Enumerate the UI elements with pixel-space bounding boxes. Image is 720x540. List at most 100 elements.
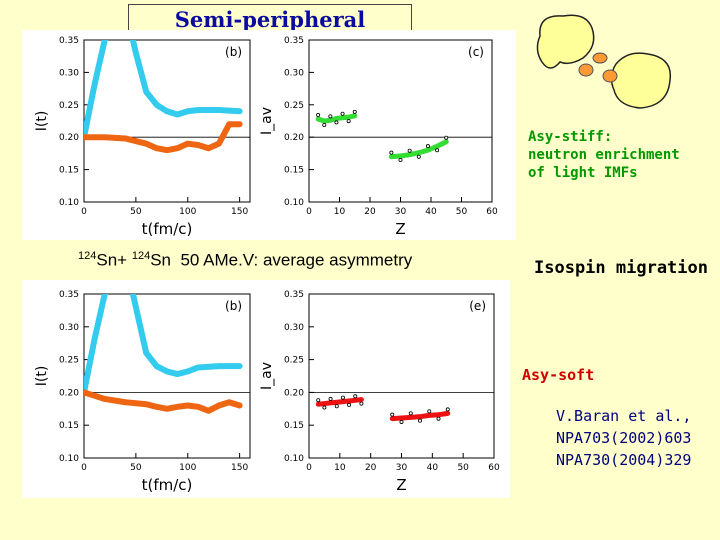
data-point bbox=[389, 150, 394, 155]
x-tick-label: 10 bbox=[334, 207, 346, 217]
x-tick-label: 0 bbox=[81, 207, 87, 217]
data-point bbox=[390, 412, 395, 417]
data-point bbox=[445, 407, 450, 412]
top-charts: 0.100.150.200.250.300.350 50 100 150(b)t(fm… bbox=[22, 30, 516, 240]
x-axis-label: Z bbox=[396, 476, 406, 494]
data-point bbox=[435, 148, 440, 153]
x-tick-label: 30 bbox=[396, 463, 408, 473]
data-point bbox=[340, 395, 345, 400]
x-tick-label: 20 bbox=[365, 463, 377, 473]
y-axis-label: I_av bbox=[259, 362, 275, 390]
panel-tag: (e) bbox=[469, 299, 486, 313]
y-tick-label: 0.35 bbox=[284, 36, 304, 46]
x-tick-label: 40 bbox=[427, 463, 439, 473]
data-point bbox=[328, 396, 333, 401]
y-tick-label: 0.10 bbox=[59, 454, 79, 464]
data-point bbox=[316, 113, 321, 118]
x-tick-label: 30 bbox=[395, 207, 407, 217]
series-fit-green bbox=[388, 139, 449, 160]
y-tick-label: 0.25 bbox=[284, 356, 304, 366]
x-axis-label: t(fm/c) bbox=[142, 220, 193, 238]
y-tick-label: 0.15 bbox=[284, 166, 304, 176]
x-tick-label: 0 bbox=[306, 463, 312, 473]
y-tick-label: 0.20 bbox=[59, 388, 79, 398]
bottom-charts: 0.100.150.200.250.300.350 50 100 150(b)t(fm… bbox=[22, 280, 510, 498]
x-tick-label: 0 bbox=[81, 463, 87, 473]
series-line-cyan bbox=[84, 40, 243, 141]
y-tick-label: 0.30 bbox=[59, 68, 79, 78]
data-point bbox=[334, 120, 339, 125]
x-axis-label: Z bbox=[395, 220, 405, 238]
data-point bbox=[353, 394, 358, 399]
y-tick-label: 0.35 bbox=[59, 290, 79, 300]
y-tick-label: 0.15 bbox=[59, 166, 79, 176]
y-tick-label: 0.15 bbox=[59, 421, 79, 431]
y-axis-label: I(t) bbox=[34, 111, 50, 132]
data-point bbox=[340, 111, 345, 116]
y-tick-label: 0.20 bbox=[284, 388, 304, 398]
y-axis-label: I(t) bbox=[34, 366, 50, 387]
y-tick-label: 0.20 bbox=[59, 133, 79, 143]
panel-tag: (b) bbox=[225, 299, 242, 313]
y-tick-label: 0.25 bbox=[284, 101, 304, 111]
x-tick-label: 50 bbox=[130, 463, 142, 473]
y-tick-label: 0.30 bbox=[284, 323, 304, 333]
x-tick-label: 150 bbox=[231, 207, 248, 217]
data-point bbox=[346, 119, 351, 124]
data-point bbox=[444, 135, 449, 140]
plot-frame bbox=[83, 39, 251, 203]
x-tick-label: 40 bbox=[425, 207, 437, 217]
y-tick-label: 0.10 bbox=[59, 198, 79, 208]
y-tick-label: 0.20 bbox=[284, 133, 304, 143]
data-point bbox=[398, 157, 403, 162]
panel-tag: (c) bbox=[468, 45, 484, 59]
data-point bbox=[427, 409, 432, 414]
x-tick-label: 20 bbox=[364, 207, 376, 217]
asy-soft-label: Asy-soft bbox=[522, 366, 595, 384]
asy-stiff-note: Asy-stiff: neutron enrichment of light IMF… bbox=[528, 129, 680, 181]
x-tick-label: 100 bbox=[179, 207, 196, 217]
data-point bbox=[436, 416, 441, 421]
x-tick-label: 50 bbox=[456, 207, 468, 217]
x-tick-label: 0 bbox=[306, 207, 312, 217]
data-point bbox=[416, 154, 421, 159]
y-tick-label: 0.35 bbox=[59, 36, 79, 46]
reaction-caption: 124Sn+ 124Sn 50 AMe.V: average asymmetry bbox=[78, 250, 413, 270]
y-tick-label: 0.30 bbox=[284, 68, 304, 78]
data-point bbox=[352, 109, 357, 114]
series-line-cyan bbox=[84, 294, 243, 396]
x-tick-label: 10 bbox=[334, 463, 346, 473]
series-fit-green bbox=[315, 113, 358, 124]
data-point bbox=[417, 418, 422, 423]
data-point bbox=[322, 405, 327, 410]
references: V.Baran et al., NPA703(2002)603 NPA730(200… bbox=[556, 407, 692, 469]
series-line-orange bbox=[84, 389, 243, 414]
y-tick-label: 0.30 bbox=[59, 323, 79, 333]
y-axis-label: I_av bbox=[259, 107, 275, 135]
y-tick-label: 0.25 bbox=[59, 101, 79, 111]
x-tick-label: 100 bbox=[179, 463, 196, 473]
data-point bbox=[322, 123, 327, 128]
data-point bbox=[359, 401, 364, 406]
data-point bbox=[407, 148, 412, 153]
y-tick-label: 0.10 bbox=[284, 198, 304, 208]
series-line-orange bbox=[84, 121, 243, 154]
x-tick-label: 60 bbox=[486, 207, 498, 217]
data-point bbox=[408, 411, 413, 416]
data-point bbox=[399, 419, 404, 424]
x-tick-label: 150 bbox=[231, 463, 248, 473]
plot-frame bbox=[308, 293, 495, 459]
plot-frame bbox=[83, 293, 251, 459]
y-tick-label: 0.25 bbox=[59, 356, 79, 366]
y-tick-label: 0.10 bbox=[284, 454, 304, 464]
x-tick-label: 50 bbox=[457, 463, 469, 473]
x-axis-label: t(fm/c) bbox=[142, 476, 193, 494]
y-tick-label: 0.15 bbox=[284, 421, 304, 431]
isospin-migration-label: Isospin migration bbox=[534, 258, 708, 278]
x-tick-label: 50 bbox=[130, 207, 142, 217]
panel-tag: (b) bbox=[225, 45, 242, 59]
series-fit-red bbox=[315, 397, 364, 407]
data-point bbox=[347, 402, 352, 407]
data-point bbox=[334, 404, 339, 409]
nuclei-collision-diagram bbox=[536, 14, 672, 109]
